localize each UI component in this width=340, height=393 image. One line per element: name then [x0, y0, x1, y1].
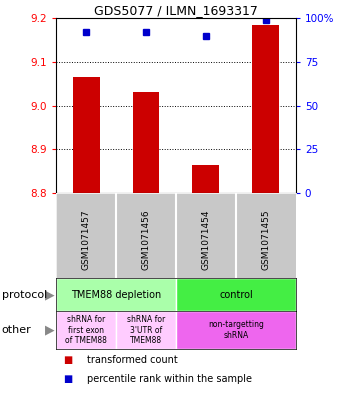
Text: GSM1071457: GSM1071457 [82, 209, 90, 270]
Bar [192, 165, 219, 193]
Text: GSM1071455: GSM1071455 [261, 209, 270, 270]
Text: shRNA for
3'UTR of
TMEM88: shRNA for 3'UTR of TMEM88 [127, 315, 165, 345]
Text: ■: ■ [63, 355, 72, 365]
Text: other: other [2, 325, 32, 335]
Bar [72, 77, 100, 193]
Bar [252, 25, 279, 193]
Text: ■: ■ [63, 374, 72, 384]
Title: GDS5077 / ILMN_1693317: GDS5077 / ILMN_1693317 [94, 4, 258, 17]
Text: protocol: protocol [2, 290, 47, 299]
Bar [133, 92, 159, 193]
Bar [116, 311, 176, 349]
Text: shRNA for
first exon
of TMEM88: shRNA for first exon of TMEM88 [65, 315, 107, 345]
Text: ▶: ▶ [45, 288, 54, 301]
Text: non-targetting
shRNA: non-targetting shRNA [208, 320, 264, 340]
Bar [176, 311, 296, 349]
Bar [56, 311, 116, 349]
Bar [56, 278, 176, 311]
Text: control: control [219, 290, 253, 299]
Text: TMEM88 depletion: TMEM88 depletion [71, 290, 161, 299]
Text: GSM1071454: GSM1071454 [201, 209, 210, 270]
Text: transformed count: transformed count [87, 355, 177, 365]
Text: ▶: ▶ [45, 323, 54, 336]
Bar [176, 278, 296, 311]
Text: GSM1071456: GSM1071456 [141, 209, 151, 270]
Text: percentile rank within the sample: percentile rank within the sample [87, 374, 252, 384]
